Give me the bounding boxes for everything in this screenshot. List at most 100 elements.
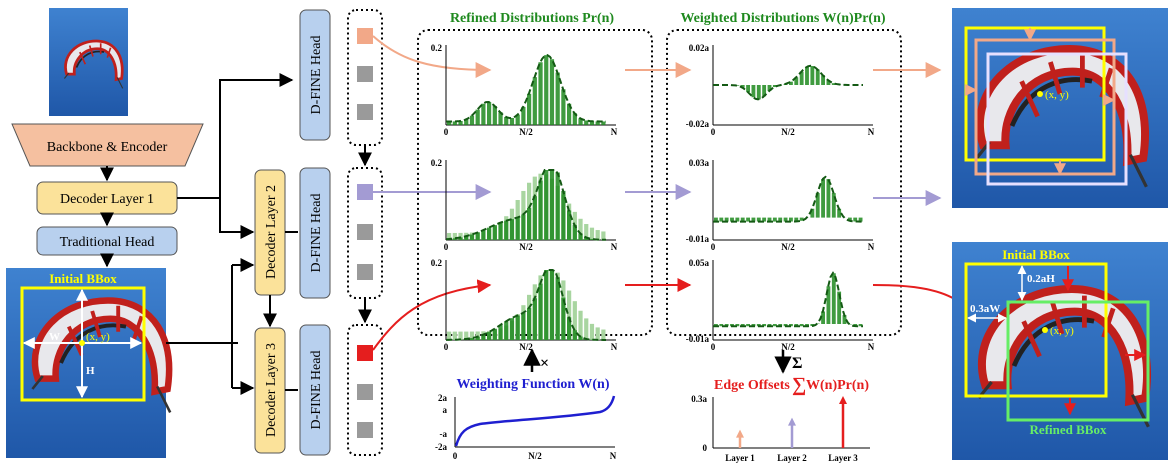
refined-bar — [527, 308, 532, 340]
refined-ghost-bar — [595, 230, 600, 240]
refined-bar — [555, 172, 560, 240]
weighted-x-zero-1: 0 — [711, 242, 716, 252]
weighted-x-zero-0: 0 — [711, 127, 716, 137]
weighted-bar — [756, 85, 761, 100]
offset-arrow-head-1 — [736, 429, 744, 438]
refined-bar — [601, 121, 606, 125]
sum-symbol: Σ — [792, 355, 802, 372]
refined-bar — [492, 225, 497, 240]
weighted-bar — [714, 324, 718, 327]
weighted-bar — [724, 324, 729, 327]
weighted-ymin-2: -0.01a — [686, 334, 710, 344]
refined-bar — [475, 336, 480, 340]
refined-bar — [578, 118, 583, 125]
refined-bar — [544, 170, 549, 240]
weighted-bar — [772, 324, 777, 327]
refined-ymax-2: 0.2 — [431, 258, 443, 268]
weighted-bar — [730, 217, 734, 222]
offset-layer-label-2: Layer 2 — [777, 453, 807, 463]
weighted-ymax-2: 0.05a — [689, 258, 710, 268]
initial-bbox-label: Initial BBox — [49, 271, 117, 286]
weighted-curve — [713, 175, 863, 223]
weighted-bar — [815, 69, 820, 85]
token-stack-2 — [347, 167, 383, 299]
weighted-bar — [762, 324, 767, 327]
refined-bar — [521, 214, 526, 240]
w-x-half: N/2 — [528, 451, 542, 461]
weighted-bar — [837, 208, 842, 218]
decoder-layer-3-label: Decoder Layer 3 — [264, 343, 279, 437]
weighted-bar — [810, 208, 815, 218]
weighted-bar — [735, 217, 740, 222]
weighted-bar — [799, 71, 804, 85]
weighted-x-n-0: N — [868, 127, 875, 137]
output-image-top: (x, y) — [952, 8, 1168, 208]
weighted-x-half-2: N/2 — [781, 342, 795, 352]
weighted-bar — [789, 324, 793, 327]
weighted-bar — [762, 85, 767, 97]
refined-bar — [515, 315, 520, 340]
refined-bar — [487, 332, 492, 340]
refined-bar — [521, 106, 526, 125]
weighted-bar — [719, 324, 724, 327]
weighted-bar — [756, 217, 761, 222]
refined-ghost-bar — [452, 232, 457, 240]
refined-bar — [487, 227, 492, 240]
offsets-sum-symbol: ∑ — [792, 374, 806, 396]
refined-x-half-2: N/2 — [519, 342, 533, 352]
weighted-bar — [831, 193, 836, 218]
initial-bbox-out — [964, 262, 1108, 398]
refined-bar — [544, 270, 549, 340]
refined-bar — [475, 232, 480, 240]
weighted-bar — [714, 217, 718, 222]
refined-bar — [549, 170, 555, 240]
weighted-ymax-1: 0.03a — [689, 158, 710, 168]
weighted-bar — [831, 83, 836, 85]
weighted-bar — [735, 324, 740, 327]
refined-bar — [527, 207, 532, 240]
refined-bar — [498, 325, 503, 340]
weighted-bar — [772, 217, 777, 222]
weighted-bar — [858, 324, 863, 327]
refined-bar — [561, 89, 566, 125]
refined-ymax-1: 0.2 — [431, 158, 443, 168]
refined-ghost-bar — [589, 323, 595, 340]
weighted-bar — [751, 324, 756, 327]
output-image-bottom: Initial BBox Refined BBox 0.2aH 0.3aW (x… — [952, 242, 1168, 460]
refined-bbox-out-label: Refined BBox — [1030, 422, 1107, 437]
decoder-layer-3: Decoder Layer 3 — [254, 327, 286, 454]
refined-bar — [469, 234, 475, 240]
weighted-bar — [772, 85, 777, 88]
refined-ghost-bar — [584, 224, 589, 240]
w-x-n: N — [610, 451, 617, 461]
refined-bar — [458, 120, 463, 125]
refined-bar — [555, 72, 560, 125]
weighted-bar — [778, 217, 783, 222]
refined-x-n-0: N — [611, 127, 618, 137]
weighted-bar — [794, 77, 799, 85]
refined-bar — [481, 334, 486, 340]
weighted-panel — [666, 29, 902, 336]
offsets-zero: 0 — [703, 443, 708, 453]
refined-bar — [481, 230, 486, 240]
w-x-zero: 0 — [453, 451, 458, 461]
refined-bar — [447, 121, 452, 125]
refined-ghost-bar — [464, 331, 469, 340]
weighted-bar — [783, 217, 788, 222]
weighted-bar — [815, 193, 820, 218]
offset-arrow-head-2 — [788, 417, 796, 426]
w-tick-2a: 2a — [438, 393, 448, 403]
refined-bar — [515, 114, 520, 125]
refined-bar — [572, 330, 577, 340]
refined-ghost-bar — [447, 232, 452, 240]
decoder-layer-1-label: Decoder Layer 1 — [60, 192, 154, 207]
arrow-orange-in — [372, 35, 492, 78]
weighted-bar — [730, 324, 734, 327]
weighted-bar — [740, 85, 745, 88]
offsets-title-text: Edge Offsets — [714, 378, 790, 393]
arrow-red-in — [372, 279, 492, 351]
refined-bar — [469, 338, 475, 340]
refined-bar — [469, 115, 475, 125]
refined-bar — [452, 238, 457, 240]
traditional-head-label: Traditional Head — [60, 235, 155, 250]
